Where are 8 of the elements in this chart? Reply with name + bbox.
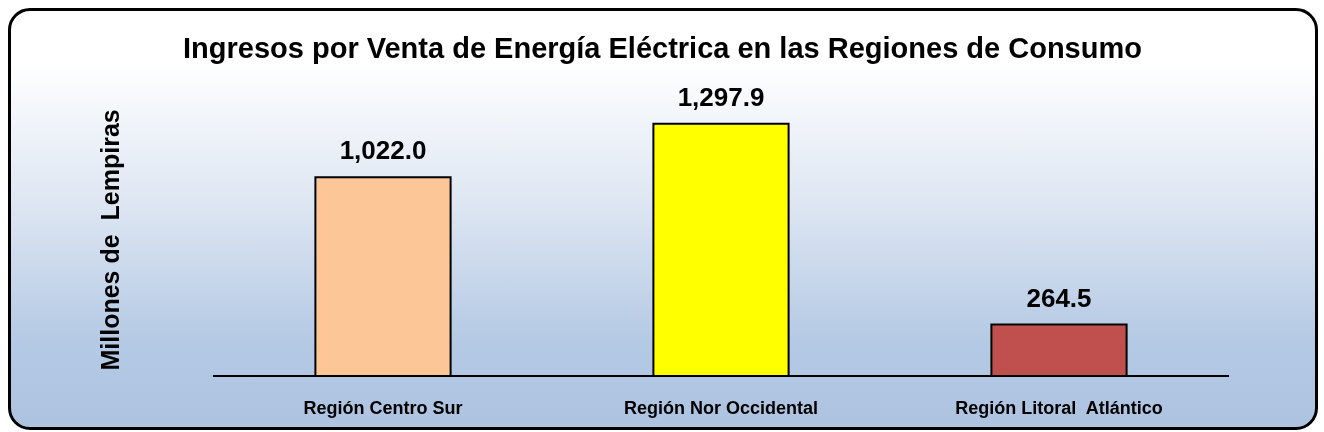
chart-title: Ingresos por Venta de Energía Eléctrica en las Regiones de Consumo [183, 32, 1142, 65]
data-label: 1,297.9 [677, 81, 765, 112]
x-tick-label: Región Litoral Atlántico [955, 397, 1163, 418]
x-tick-label: Región Centro Sur [303, 397, 463, 418]
x-tick-label: Región Nor Occidental [623, 397, 819, 418]
data-label: 264.5 [1026, 282, 1092, 313]
data-label: 1,022.0 [339, 135, 427, 166]
y-axis-title: Millones de Lempiras [95, 109, 124, 371]
